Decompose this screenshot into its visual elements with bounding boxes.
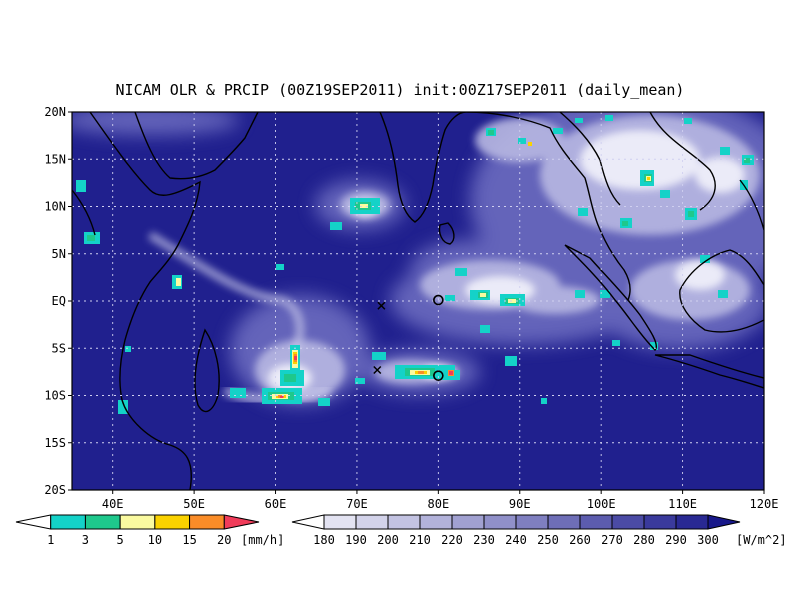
colorbar-box	[579, 514, 613, 530]
lon-tick-label: 80E	[428, 497, 450, 511]
lon-tick-label: 60E	[265, 497, 287, 511]
colorbar-box	[387, 514, 421, 530]
lon-tick-label: 90E	[509, 497, 531, 511]
colorbar-box	[355, 514, 389, 530]
colorbar-label: 15	[182, 533, 196, 547]
colorbar-label: 20	[217, 533, 231, 547]
colorbar-arrow-low	[15, 514, 52, 530]
lat-tick-label: 20N	[44, 105, 66, 119]
colorbar-box	[675, 514, 709, 530]
lon-tick-label: 110E	[668, 497, 697, 511]
storm-markers	[373, 294, 444, 381]
colorbar-arrow-high	[223, 514, 260, 530]
colorbar-label: 260	[569, 533, 591, 547]
colorbar-box	[323, 514, 357, 530]
lat-lon-grid	[72, 112, 764, 490]
colorbar-box	[483, 514, 517, 530]
lon-tick-label: 120E	[750, 497, 779, 511]
colorbar-box	[547, 514, 581, 530]
circle-marker	[433, 370, 444, 381]
cross-marker	[373, 365, 382, 375]
lat-tick-label: 20S	[44, 483, 66, 497]
lat-tick-label: 15S	[44, 436, 66, 450]
colorbar-label: 200	[377, 533, 399, 547]
olr-colorbar: 180 190 200 210 220 230 240 250 260 270 280 290 300	[291, 514, 741, 547]
lat-tick-label: 10S	[44, 389, 66, 403]
circle-marker	[433, 294, 444, 306]
olr-unit-label: [W/m^2]	[736, 533, 787, 547]
lon-tick-label: 70E	[346, 497, 368, 511]
colorbar-label: 1	[47, 533, 54, 547]
colorbar-label: 5	[117, 533, 124, 547]
colorbar-label: 240	[505, 533, 527, 547]
lat-tick-label: 5N	[52, 247, 66, 261]
lat-tick-labels: 20N 15N 10N 5N EQ 5S 10S 15S 20S	[44, 105, 72, 497]
coastlines	[72, 112, 764, 490]
colorbar-label: 270	[601, 533, 623, 547]
lat-tick-label: 5S	[52, 341, 66, 355]
colorbar-label: 190	[345, 533, 367, 547]
colorbar-box	[154, 514, 191, 530]
colorbar-box	[419, 514, 453, 530]
colorbar-arrow-high	[707, 514, 741, 530]
colorbar-box	[119, 514, 156, 530]
map-panel	[71, 111, 765, 491]
colorbar-box	[50, 514, 86, 530]
lon-tick-label: 40E	[102, 497, 124, 511]
map-title: NICAM OLR & PRCIP (00Z19SEP2011) init:00…	[116, 81, 685, 99]
colorbar-arrow-low	[291, 514, 325, 530]
colorbar-box	[189, 514, 225, 530]
colorbar-box	[643, 514, 677, 530]
lat-tick-label: 10N	[44, 200, 66, 214]
colorbar-label: 290	[665, 533, 687, 547]
cross-marker	[377, 301, 386, 310]
precip-colorbar: 1 3 5 10 15 20	[15, 514, 260, 547]
colorbar-label: 210	[409, 533, 431, 547]
colorbar-label: 230	[473, 533, 495, 547]
colorbar-label: 3	[82, 533, 89, 547]
colorbar-box	[84, 514, 121, 530]
lon-tick-labels: 40E 50E 60E 70E 80E 90E 100E 110E 120E	[102, 490, 779, 511]
colorbar-box	[611, 514, 645, 530]
olr-field	[72, 112, 764, 490]
colorbar-label: 300	[697, 533, 719, 547]
colorbar-label: 180	[313, 533, 335, 547]
lon-tick-label: 50E	[183, 497, 205, 511]
colorbar-box	[515, 514, 549, 530]
lat-tick-label: 15N	[44, 152, 66, 166]
colorbar-label: 250	[537, 533, 559, 547]
colorbar-label: 280	[633, 533, 655, 547]
colorbar-box	[451, 514, 485, 530]
lat-tick-label: EQ	[52, 294, 66, 308]
precip-unit-label: [mm/h]	[241, 533, 284, 547]
colorbar-label: 10	[148, 533, 162, 547]
colorbar-label: 220	[441, 533, 463, 547]
lon-tick-label: 100E	[587, 497, 616, 511]
